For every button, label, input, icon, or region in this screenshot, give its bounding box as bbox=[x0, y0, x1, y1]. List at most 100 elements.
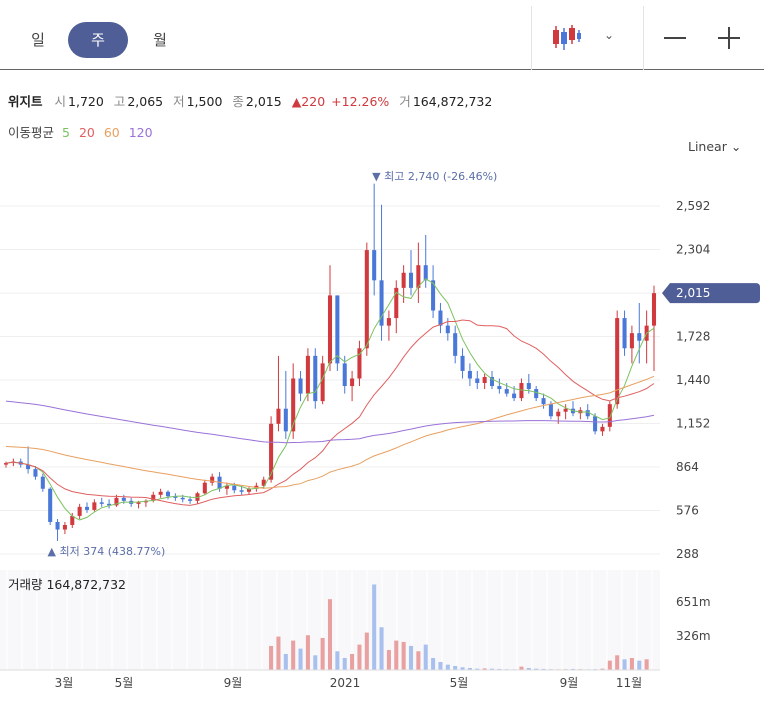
candle-body bbox=[622, 318, 627, 349]
candle-body bbox=[92, 502, 97, 510]
volume-bar bbox=[615, 655, 620, 670]
candle-body bbox=[48, 488, 53, 522]
volume-bar bbox=[372, 584, 377, 670]
ma-label: 이동평균 bbox=[8, 125, 55, 140]
candle-body bbox=[629, 333, 634, 349]
candle-body bbox=[504, 389, 509, 394]
volume-bar bbox=[394, 640, 399, 670]
candle-body bbox=[3, 463, 9, 465]
candle-body bbox=[70, 515, 75, 525]
candle-body bbox=[541, 398, 546, 405]
candle-body bbox=[305, 355, 310, 394]
divider bbox=[531, 6, 532, 70]
stock-name: 위지트 bbox=[8, 94, 43, 109]
volume-bar bbox=[460, 667, 465, 670]
candle-body bbox=[497, 386, 502, 390]
scale-selector[interactable]: Linear ⌄ bbox=[688, 139, 741, 154]
candle-body bbox=[283, 408, 288, 432]
volume-bar bbox=[482, 668, 487, 670]
volume-bar bbox=[298, 648, 303, 670]
open-label: 시 bbox=[54, 94, 67, 109]
candle-body bbox=[416, 265, 421, 288]
y-tick-label: 1,728 bbox=[676, 330, 710, 344]
candle-body bbox=[40, 476, 45, 489]
candle-body bbox=[261, 479, 266, 486]
candle-body bbox=[600, 426, 605, 432]
volume-bar bbox=[386, 649, 391, 670]
volume-bar bbox=[607, 660, 612, 670]
zoom-in-button[interactable] bbox=[718, 27, 740, 49]
change-percent: +12.26% bbox=[331, 94, 390, 109]
ma-20: 20 bbox=[78, 125, 95, 140]
volume-bar bbox=[408, 645, 414, 670]
moving-average-legend[interactable]: 이동평균 5 20 60 120 bbox=[8, 122, 158, 141]
top-toolbar: 일 주 월 ⌄ bbox=[0, 0, 764, 70]
low-label: 저 bbox=[173, 94, 185, 109]
y-tick-label: 1,440 bbox=[676, 373, 710, 387]
candle-body bbox=[453, 333, 458, 356]
candle-body bbox=[357, 348, 362, 379]
candle-body bbox=[372, 250, 377, 281]
candle-body bbox=[350, 378, 355, 387]
zoom-out-button[interactable] bbox=[664, 37, 686, 39]
x-tick-label: 5월 bbox=[450, 676, 469, 690]
chevron-down-icon[interactable]: ⌄ bbox=[604, 28, 615, 42]
ma-60: 60 bbox=[103, 125, 120, 140]
price-chart[interactable]: 2,592 2,304 2,015 1,728 1,440 1,152 864 576 288 6… bbox=[0, 160, 764, 716]
x-tick-label: 9월 bbox=[560, 676, 579, 690]
volume-bar bbox=[423, 644, 428, 670]
divider bbox=[643, 6, 644, 70]
current-price-label: 2,015 bbox=[676, 286, 710, 300]
volume-bar bbox=[526, 667, 531, 670]
y-tick-label: 288 bbox=[676, 547, 699, 561]
volume-bar bbox=[416, 651, 421, 670]
volume-bar bbox=[629, 657, 634, 670]
candle-body bbox=[408, 272, 414, 288]
y-tick-label: 576 bbox=[676, 504, 699, 518]
candle-body bbox=[445, 325, 450, 334]
y-tick-label: 2,304 bbox=[676, 243, 710, 257]
candle-body bbox=[519, 383, 524, 399]
volume-bar bbox=[276, 636, 281, 670]
volume-bar bbox=[637, 660, 642, 670]
volume-bar bbox=[320, 637, 325, 670]
volume-bar bbox=[453, 665, 458, 670]
x-tick-label: 3월 bbox=[55, 676, 74, 690]
volume-bar bbox=[291, 640, 296, 670]
volume-panel-label: 거래량 164,872,732 bbox=[8, 577, 126, 592]
volume-bar bbox=[342, 657, 347, 670]
candle-body bbox=[62, 525, 67, 530]
x-tick-label: 9월 bbox=[224, 676, 243, 690]
candle-body bbox=[121, 497, 126, 501]
volume-bar bbox=[445, 664, 450, 670]
candle-body bbox=[423, 265, 428, 281]
period-tab-month[interactable]: 월 bbox=[153, 31, 167, 49]
volume-bar bbox=[534, 668, 539, 670]
candle-body bbox=[151, 494, 156, 501]
close-value: 2,015 bbox=[245, 94, 282, 109]
high-marker: ▼ 최고 2,740 (-26.46%) bbox=[372, 170, 497, 183]
candle-body bbox=[556, 411, 561, 417]
candle-body bbox=[607, 404, 612, 427]
candle-body bbox=[467, 370, 472, 379]
current-price-tag bbox=[662, 283, 760, 304]
volume-bar bbox=[489, 668, 495, 670]
volume-tick-label: 651m bbox=[676, 595, 711, 609]
volume-bar bbox=[335, 651, 340, 670]
candlestick-icon[interactable] bbox=[552, 24, 582, 52]
x-tick-label: 2021 bbox=[330, 676, 361, 690]
period-tab-day[interactable]: 일 bbox=[31, 31, 45, 49]
volume-bar bbox=[357, 644, 362, 670]
candle-body bbox=[232, 485, 237, 491]
candle-body bbox=[475, 378, 480, 384]
candle-body bbox=[438, 310, 443, 326]
candle-body bbox=[313, 355, 318, 402]
candle-body bbox=[77, 506, 82, 516]
ma-5: 5 bbox=[62, 125, 70, 140]
candle-body bbox=[33, 469, 38, 477]
period-tab-week[interactable]: 주 bbox=[68, 22, 128, 58]
candle-body bbox=[534, 389, 539, 399]
volume-bar bbox=[570, 668, 576, 670]
change-value: ▲220 bbox=[291, 94, 326, 109]
candle-body bbox=[26, 464, 31, 470]
